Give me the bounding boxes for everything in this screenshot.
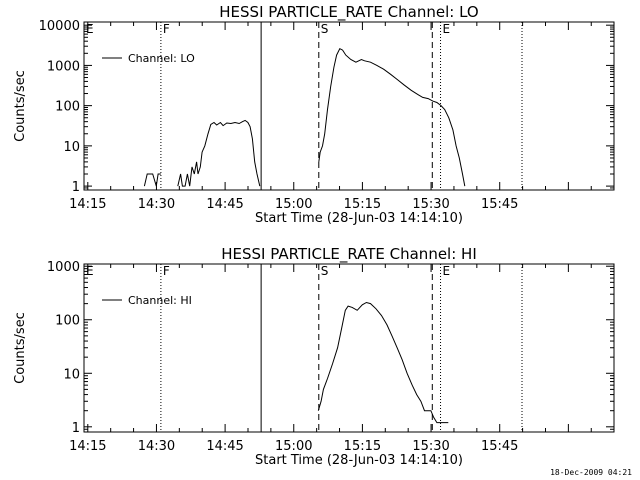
x-tick-label: 15:30 — [412, 197, 449, 212]
event-marker-label: S — [321, 264, 329, 278]
hi-channel-panel: HESSI PARTICLE_RATE Channel: HI 1 10 100 100… — [13, 245, 615, 468]
x-tick-label: 14:15 — [69, 197, 106, 212]
event-marker-label: E — [443, 22, 451, 36]
plot-frame — [83, 21, 615, 191]
x-tick-label: 14:30 — [138, 439, 175, 454]
x-tick-label: 14:45 — [206, 439, 243, 454]
event-marker-label: E — [443, 264, 451, 278]
event-marker-label: S — [321, 22, 329, 36]
x-tick-label: 14:30 — [138, 197, 175, 212]
x-axis-label: Start Time (28-Jun-03 14:14:10) — [255, 211, 463, 226]
y-tick-label: 1000 — [47, 260, 80, 275]
y-tick-label: 10000 — [39, 19, 80, 34]
y-tick-label: 100 — [55, 100, 80, 115]
event-marker-label: E — [86, 22, 94, 36]
y-axis-label: Counts/sec — [13, 312, 28, 384]
chart-title: HESSI PARTICLE_RATE Channel: LO — [219, 3, 478, 22]
event-marker-label: F — [163, 264, 170, 278]
data-line — [317, 301, 449, 424]
timestamp-stamp: 18-Dec-2009 04:21 — [550, 468, 632, 477]
y-tick-label: 10 — [63, 140, 80, 155]
x-tick-label: 15:00 — [275, 439, 312, 454]
y-tick-label: 100 — [55, 314, 80, 329]
x-tick-label: 15:00 — [275, 197, 312, 212]
legend-label: Channel: HI — [128, 294, 192, 307]
x-tick-label: 15:45 — [481, 439, 518, 454]
data-line — [177, 119, 261, 187]
data-line — [143, 173, 161, 187]
chart-title: HESSI PARTICLE_RATE Channel: HI — [221, 245, 477, 264]
x-tick-label: 14:15 — [69, 439, 106, 454]
y-axis-label: Counts/sec — [13, 70, 28, 142]
x-axis-label: Start Time (28-Jun-03 14:14:10) — [255, 453, 463, 468]
event-marker-label: F — [163, 22, 170, 36]
y-tick-label: 10 — [63, 367, 80, 382]
y-tick-label: 1 — [72, 421, 80, 436]
x-tick-label: 15:30 — [412, 439, 449, 454]
event-marker-label: E — [86, 264, 94, 278]
plot-frame — [83, 263, 615, 433]
x-tick-label: 15:15 — [344, 197, 381, 212]
y-tick-label: 1000 — [47, 59, 80, 74]
data-line — [318, 48, 466, 187]
x-tick-label: 15:15 — [344, 439, 381, 454]
x-tick-label: 14:45 — [206, 197, 243, 212]
legend-label: Channel: LO — [128, 52, 195, 65]
lo-channel-panel: HESSI PARTICLE_RATE Channel: LO 1 10 100 100… — [13, 3, 615, 226]
y-tick-label: 1 — [72, 180, 80, 195]
x-tick-label: 15:45 — [481, 197, 518, 212]
